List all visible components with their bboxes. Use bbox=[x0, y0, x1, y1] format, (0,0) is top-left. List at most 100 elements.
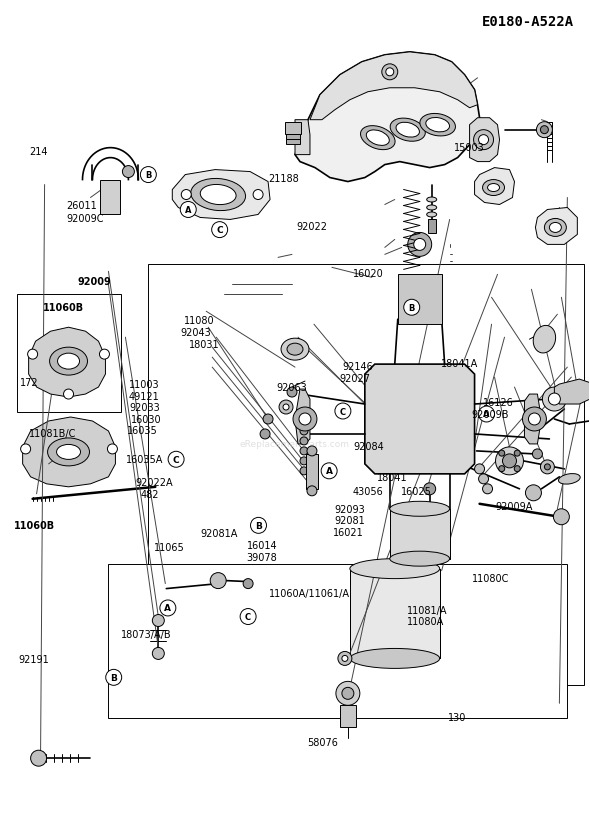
Text: C: C bbox=[340, 407, 346, 416]
Text: 58076: 58076 bbox=[307, 737, 337, 747]
Text: 92009: 92009 bbox=[77, 276, 111, 286]
Text: 482: 482 bbox=[141, 490, 159, 500]
Text: 21188: 21188 bbox=[268, 174, 299, 184]
Polygon shape bbox=[474, 169, 514, 205]
Circle shape bbox=[478, 474, 489, 485]
Bar bbox=[17, 295, 122, 413]
Text: 16014: 16014 bbox=[247, 541, 277, 551]
Text: 16021: 16021 bbox=[333, 528, 364, 538]
Polygon shape bbox=[525, 394, 542, 444]
Circle shape bbox=[212, 222, 228, 238]
Text: 16020: 16020 bbox=[353, 268, 384, 278]
Text: 11060B: 11060B bbox=[42, 303, 84, 313]
Circle shape bbox=[529, 414, 540, 425]
Text: 130: 130 bbox=[448, 712, 467, 722]
Circle shape bbox=[548, 394, 560, 405]
Text: 49121: 49121 bbox=[129, 391, 160, 401]
Text: 16025: 16025 bbox=[401, 486, 432, 496]
Bar bbox=[286, 140, 300, 145]
Ellipse shape bbox=[287, 344, 303, 356]
Circle shape bbox=[168, 452, 184, 468]
Bar bbox=[350, 569, 440, 658]
Text: 26011: 26011 bbox=[67, 201, 97, 211]
Ellipse shape bbox=[50, 347, 87, 375]
Bar bbox=[286, 135, 300, 140]
Circle shape bbox=[106, 670, 122, 686]
Circle shape bbox=[545, 464, 550, 471]
Circle shape bbox=[122, 166, 135, 179]
Bar bbox=[109, 564, 568, 719]
Circle shape bbox=[540, 127, 548, 135]
Circle shape bbox=[335, 404, 351, 419]
Circle shape bbox=[243, 579, 253, 589]
Circle shape bbox=[140, 167, 156, 184]
Circle shape bbox=[474, 131, 493, 151]
Polygon shape bbox=[536, 208, 578, 245]
Text: 92027: 92027 bbox=[339, 374, 370, 384]
Text: 16126: 16126 bbox=[483, 398, 514, 408]
Text: 214: 214 bbox=[29, 147, 47, 157]
Ellipse shape bbox=[533, 326, 556, 353]
Ellipse shape bbox=[281, 339, 309, 361]
Text: B: B bbox=[255, 521, 262, 530]
Circle shape bbox=[342, 687, 354, 700]
Text: 92081A: 92081A bbox=[201, 528, 238, 538]
Text: A: A bbox=[185, 206, 192, 215]
Ellipse shape bbox=[191, 179, 245, 212]
Ellipse shape bbox=[396, 123, 419, 138]
Text: C: C bbox=[245, 612, 251, 621]
Circle shape bbox=[253, 190, 263, 200]
Polygon shape bbox=[470, 118, 500, 162]
Circle shape bbox=[300, 467, 308, 476]
Ellipse shape bbox=[427, 206, 437, 211]
Circle shape bbox=[210, 573, 226, 589]
Text: 18073/A/B: 18073/A/B bbox=[122, 629, 172, 639]
Bar bbox=[100, 180, 120, 215]
Circle shape bbox=[474, 464, 484, 474]
Bar bbox=[428, 220, 435, 234]
Circle shape bbox=[540, 461, 555, 474]
Circle shape bbox=[536, 122, 552, 138]
Text: 11060A/11061/A: 11060A/11061/A bbox=[268, 588, 349, 599]
Polygon shape bbox=[365, 365, 474, 474]
Text: 92009C: 92009C bbox=[67, 214, 104, 224]
Circle shape bbox=[414, 239, 426, 251]
Text: 15003: 15003 bbox=[454, 143, 484, 153]
Polygon shape bbox=[555, 380, 590, 404]
Ellipse shape bbox=[483, 180, 504, 196]
Circle shape bbox=[152, 648, 164, 660]
Text: 92081: 92081 bbox=[335, 516, 365, 526]
Circle shape bbox=[260, 429, 270, 439]
Circle shape bbox=[478, 407, 494, 423]
Text: 11003: 11003 bbox=[129, 380, 160, 390]
Text: 11080A: 11080A bbox=[407, 616, 444, 626]
Text: 92063: 92063 bbox=[276, 382, 307, 392]
Circle shape bbox=[279, 400, 293, 414]
Text: 43056: 43056 bbox=[353, 486, 384, 496]
Circle shape bbox=[514, 466, 520, 472]
Circle shape bbox=[240, 609, 256, 624]
Polygon shape bbox=[172, 170, 270, 220]
Text: 92009B: 92009B bbox=[471, 409, 509, 419]
Circle shape bbox=[300, 457, 308, 466]
Text: B: B bbox=[110, 673, 117, 682]
Text: B: B bbox=[145, 171, 152, 179]
Circle shape bbox=[532, 449, 542, 459]
Text: 18031: 18031 bbox=[189, 339, 219, 349]
Text: E0180-A522A: E0180-A522A bbox=[482, 15, 574, 29]
Ellipse shape bbox=[487, 184, 500, 193]
Ellipse shape bbox=[390, 119, 425, 142]
Text: 92043: 92043 bbox=[180, 327, 211, 337]
Ellipse shape bbox=[390, 502, 450, 517]
Circle shape bbox=[293, 408, 317, 432]
Text: 11081B/C: 11081B/C bbox=[29, 428, 76, 438]
Circle shape bbox=[514, 451, 520, 457]
Text: B: B bbox=[408, 304, 415, 313]
Circle shape bbox=[336, 681, 360, 705]
Circle shape bbox=[307, 447, 317, 457]
Circle shape bbox=[307, 486, 317, 496]
Text: C: C bbox=[173, 455, 179, 464]
Text: A: A bbox=[326, 466, 333, 476]
Ellipse shape bbox=[57, 445, 80, 460]
Bar bbox=[148, 265, 584, 686]
